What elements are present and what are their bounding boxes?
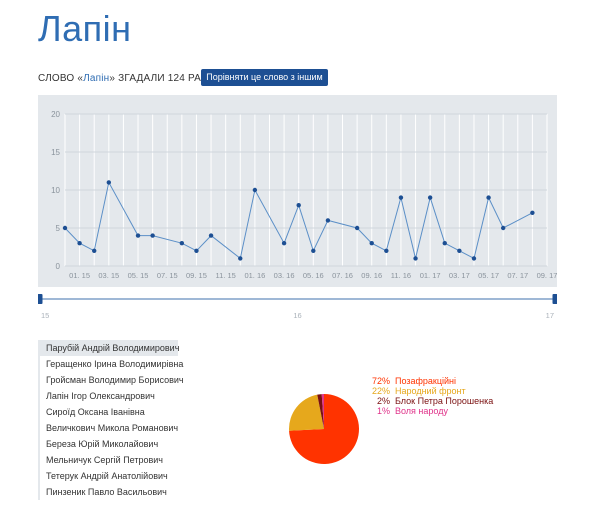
x-tick-label: 03. 16: [274, 271, 295, 280]
data-point[interactable]: [296, 203, 301, 208]
x-tick-label: 03. 15: [98, 271, 119, 280]
pie-slice: [289, 394, 359, 464]
data-point[interactable]: [281, 241, 287, 246]
data-point[interactable]: [471, 256, 477, 261]
y-tick-label: 0: [56, 262, 61, 271]
x-tick-label: 01. 15: [69, 271, 90, 280]
slider-handle-right[interactable]: [552, 294, 558, 304]
data-point[interactable]: [398, 195, 404, 200]
data-point[interactable]: [457, 248, 462, 253]
data-point[interactable]: [442, 241, 447, 246]
x-tick-label: 05. 17: [478, 271, 499, 280]
member-item[interactable]: Геращенко Ірина Володимирівна: [38, 356, 183, 372]
data-point[interactable]: [311, 248, 316, 253]
timeline-chart: 0 5 10 15 20 01. 15 03. 15 05. 15 07. 15 09. 15 11…: [38, 95, 557, 287]
period-slider-svg: 15 16 17: [37, 294, 558, 320]
legend-entry: 2% Блок Петра Порошенка: [370, 396, 493, 406]
data-point[interactable]: [530, 210, 535, 215]
x-tick-label: 11. 16: [391, 271, 411, 280]
legend-label: Воля народу: [395, 406, 448, 416]
data-point[interactable]: [179, 241, 185, 246]
member-item[interactable]: Величкович Микола Романович: [38, 420, 178, 436]
data-point[interactable]: [325, 218, 331, 223]
member-item[interactable]: Гройсман Володимир Борисович: [38, 372, 184, 388]
legend-label: Блок Петра Порошенка: [395, 396, 494, 406]
faction-legend: 72% Позафракційні 22% Народний фронт 2% Блок …: [370, 376, 493, 416]
legend-pct: 2%: [376, 396, 390, 406]
x-tick-label: 01. 16: [244, 271, 265, 280]
x-tick-label: 09. 15: [186, 271, 207, 280]
member-list: Парубій Андрій Володимирович Геращенко Ір…: [38, 340, 184, 500]
faction-pie-chart: [288, 393, 359, 464]
legend-entry: 72% Позафракційні: [370, 376, 493, 386]
y-tick-label: 20: [51, 110, 60, 119]
x-tick-label: 05. 15: [128, 271, 149, 280]
x-tick-label: 01. 17: [420, 271, 441, 280]
member-item[interactable]: Пинзеник Павло Васильович: [38, 484, 178, 500]
x-tick-label: 11. 15: [216, 271, 236, 280]
x-tick-label: 07. 15: [157, 271, 178, 280]
data-point[interactable]: [106, 180, 112, 185]
data-point[interactable]: [238, 256, 243, 261]
legend-label: Позафракційні: [395, 376, 457, 386]
x-tick-label: 05. 16: [303, 271, 324, 280]
x-tick-label: 03. 17: [449, 271, 470, 280]
legend-label: Народний фронт: [395, 386, 466, 396]
data-point[interactable]: [92, 248, 97, 253]
slider-label: 16: [293, 311, 301, 320]
slider-handle-left[interactable]: [37, 294, 43, 304]
y-tick-label: 10: [51, 186, 60, 195]
mention-count: СЛОВО «Лапін» ЗГАДАЛИ 124 РАЗ: [38, 73, 207, 84]
member-item[interactable]: Сироїд Оксана Іванівна: [38, 404, 178, 420]
pie-slice: [288, 394, 324, 431]
data-point[interactable]: [427, 195, 433, 200]
legend-pct: 72%: [371, 376, 390, 386]
data-point[interactable]: [354, 225, 360, 231]
data-point[interactable]: [486, 195, 491, 200]
data-point[interactable]: [194, 248, 199, 253]
data-point[interactable]: [369, 241, 374, 246]
mention-suffix: » ЗГАДАЛИ 124 РАЗ: [109, 73, 208, 84]
mention-word[interactable]: Лапін: [83, 73, 110, 84]
member-item[interactable]: Лапін Ігор Олександрович: [38, 388, 178, 404]
period-slider[interactable]: 15 16 17: [37, 291, 558, 321]
data-point[interactable]: [384, 248, 389, 253]
x-tick-label: 09. 16: [361, 271, 382, 280]
compare-word-button[interactable]: Порівняти це слово з іншим: [201, 69, 328, 86]
slider-label: 17: [546, 311, 554, 320]
mention-prefix: СЛОВО «: [38, 73, 84, 84]
pie-slice: [317, 394, 324, 429]
x-tick-label: 09. 17: [537, 271, 557, 280]
page-title: Лапін: [38, 8, 132, 49]
member-item[interactable]: Тетерук Андрій Анатолійович: [38, 468, 178, 484]
legend-pct: 1%: [376, 406, 390, 416]
data-point[interactable]: [413, 256, 418, 261]
data-point[interactable]: [500, 225, 506, 231]
y-tick-label: 5: [56, 224, 61, 233]
pie-slice: [321, 393, 324, 429]
x-tick-label: 07. 16: [332, 271, 353, 280]
member-item[interactable]: Береза Юрій Миколайович: [38, 436, 178, 452]
data-point[interactable]: [77, 241, 82, 246]
data-point[interactable]: [135, 233, 141, 238]
legend-pct: 22%: [371, 386, 390, 396]
legend-entry: 1% Воля народу: [370, 406, 493, 416]
slider-label: 15: [41, 311, 49, 320]
y-tick-label: 15: [51, 148, 60, 157]
data-point[interactable]: [62, 225, 68, 231]
legend-entry: 22% Народний фронт: [370, 386, 493, 396]
data-point[interactable]: [150, 233, 155, 238]
member-item[interactable]: Мельничук Сергій Петрович: [38, 452, 178, 468]
timeline-chart-svg: 0 5 10 15 20 01. 15 03. 15 05. 15 07. 15 09. 15 11…: [51, 110, 557, 280]
x-tick-label: 07. 17: [507, 271, 528, 280]
data-point[interactable]: [252, 187, 258, 193]
member-item[interactable]: Парубій Андрій Володимирович: [38, 340, 179, 356]
data-point[interactable]: [208, 233, 214, 238]
